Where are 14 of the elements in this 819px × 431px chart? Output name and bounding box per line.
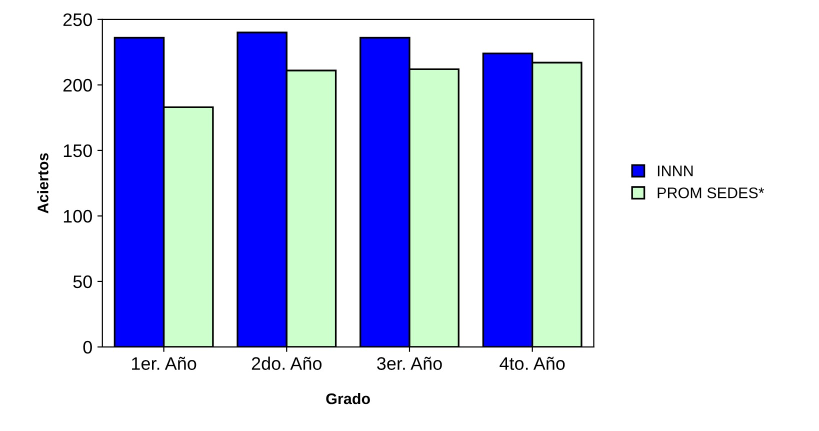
y-tick-label: 100 — [64, 210, 92, 223]
y-tick-label: 150 — [64, 144, 92, 158]
y-tick-label: 0 — [83, 340, 92, 354]
x-axis-title: Grado — [326, 392, 370, 404]
y-tick-label: 250 — [63, 13, 92, 26]
y-tick-label: 50 — [73, 275, 92, 288]
x-tick-label: 4to. Año — [500, 356, 565, 370]
x-tick-label: 2do. Año — [252, 356, 322, 370]
legend-label: PROM SEDES* — [658, 187, 764, 198]
legend-label: INNN — [658, 166, 693, 176]
x-tick-label: 1er. Año — [132, 356, 196, 370]
x-tick-label: 3er. Año — [377, 356, 442, 370]
y-tick-label: 200 — [63, 78, 92, 92]
y-axis-title: Aciertos — [37, 153, 48, 214]
